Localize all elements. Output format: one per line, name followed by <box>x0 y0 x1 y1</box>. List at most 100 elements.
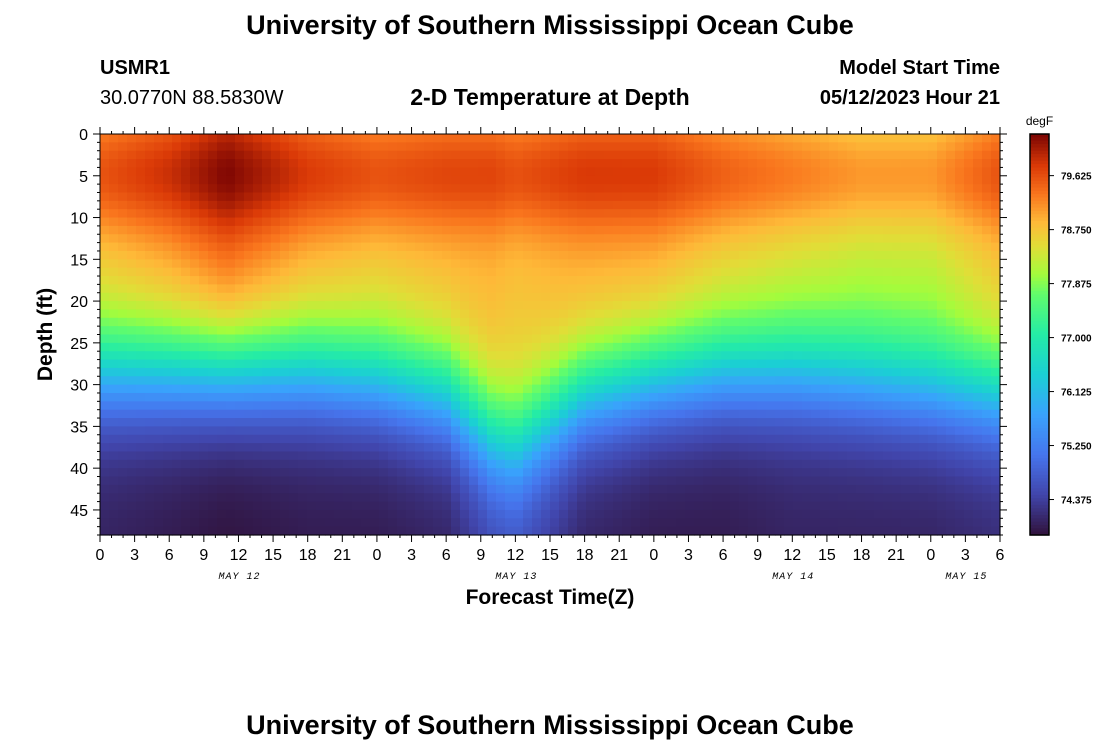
heatmap-cell <box>487 409 497 419</box>
heatmap-cell <box>892 459 902 469</box>
heatmap-cell <box>109 217 119 227</box>
heatmap-cell <box>784 200 794 210</box>
heatmap-cell <box>820 426 830 436</box>
heatmap-cell <box>163 426 173 436</box>
heatmap-cell <box>622 509 632 519</box>
heatmap-cell <box>793 518 803 528</box>
heatmap-cell <box>631 392 641 402</box>
heatmap-cell <box>352 518 362 528</box>
heatmap-cell <box>235 234 245 244</box>
heatmap-cell <box>955 209 965 219</box>
heatmap-cell <box>289 334 299 344</box>
heatmap-cell <box>739 518 749 528</box>
heatmap-cell <box>190 459 200 469</box>
heatmap-cell <box>892 443 902 453</box>
heatmap-cell <box>829 384 839 394</box>
heatmap-cell <box>649 401 659 411</box>
heatmap-cell <box>910 476 920 486</box>
heatmap-cell <box>280 134 290 143</box>
heatmap-cell <box>316 401 326 411</box>
heatmap-cell <box>685 418 695 427</box>
heatmap-cell <box>568 167 578 177</box>
heatmap-cell <box>676 175 686 185</box>
heatmap-cell <box>469 267 479 277</box>
heatmap-cell <box>334 167 344 177</box>
heatmap-cell <box>127 443 137 453</box>
heatmap-cell <box>793 476 803 486</box>
heatmap-cell <box>649 250 659 260</box>
heatmap-cell <box>397 309 407 319</box>
heatmap-cell <box>568 476 578 486</box>
heatmap-cell <box>487 501 497 511</box>
heatmap-cell <box>217 334 227 344</box>
heatmap-cell <box>829 209 839 219</box>
heatmap-cell <box>685 225 695 235</box>
heatmap-cell <box>100 418 110 427</box>
heatmap-cell <box>406 459 416 469</box>
heatmap-cell <box>658 518 668 528</box>
heatmap-cell <box>901 301 911 311</box>
heatmap-cell <box>595 292 605 302</box>
heatmap-cell <box>991 142 1001 152</box>
heatmap-cell <box>145 476 155 486</box>
heatmap-cell <box>118 192 128 202</box>
heatmap-cell <box>271 142 281 152</box>
heatmap-cell <box>739 418 749 427</box>
heatmap-cell <box>100 309 110 319</box>
heatmap-cell <box>361 159 371 169</box>
heatmap-cell <box>676 376 686 386</box>
heatmap-cell <box>829 443 839 453</box>
heatmap-cell <box>505 159 515 169</box>
heatmap-cell <box>811 309 821 319</box>
heatmap-cell <box>703 142 713 152</box>
heatmap-cell <box>856 468 866 478</box>
heatmap-cell <box>910 384 920 394</box>
heatmap-cell <box>145 134 155 143</box>
heatmap-cell <box>469 175 479 185</box>
heatmap-cell <box>766 225 776 235</box>
heatmap-cell <box>892 200 902 210</box>
heatmap-cell <box>154 501 164 511</box>
heatmap-cell <box>640 250 650 260</box>
heatmap-cell <box>847 284 857 294</box>
heatmap-cell <box>460 267 470 277</box>
heatmap-cell <box>856 459 866 469</box>
heatmap-cell <box>667 359 677 369</box>
heatmap-cell <box>559 250 569 260</box>
heatmap-cell <box>316 376 326 386</box>
heatmap-cell <box>262 284 272 294</box>
station-coordinates: 30.0770N 88.5830W <box>100 87 284 109</box>
heatmap-cell <box>775 250 785 260</box>
heatmap-cell <box>973 159 983 169</box>
heatmap-cell <box>730 301 740 311</box>
heatmap-cell <box>163 326 173 336</box>
heatmap-cell <box>739 276 749 285</box>
heatmap-cell <box>793 376 803 386</box>
heatmap-cell <box>361 451 371 461</box>
heatmap-cell <box>433 392 443 402</box>
heatmap-cell <box>802 409 812 419</box>
heatmap-cell <box>298 326 308 336</box>
heatmap-cell <box>370 276 380 285</box>
heatmap-cell <box>568 384 578 394</box>
heatmap-cell <box>145 209 155 219</box>
heatmap-cell <box>856 150 866 160</box>
heatmap-cell <box>631 317 641 327</box>
heatmap-cell <box>721 159 731 169</box>
heatmap-cell <box>703 359 713 369</box>
heatmap-cell <box>658 276 668 285</box>
heatmap-cell <box>595 476 605 486</box>
heatmap-cell <box>748 409 758 419</box>
heatmap-cell <box>226 200 236 210</box>
heatmap-cell <box>937 526 947 536</box>
heatmap-cell <box>613 250 623 260</box>
heatmap-cell <box>829 134 839 143</box>
heatmap-cell <box>928 459 938 469</box>
heatmap-cell <box>280 426 290 436</box>
heatmap-cell <box>262 234 272 244</box>
heatmap-cell <box>757 200 767 210</box>
heatmap-cell <box>613 309 623 319</box>
heatmap-cell <box>838 367 848 377</box>
heatmap-cell <box>883 292 893 302</box>
heatmap-cell <box>982 134 992 143</box>
